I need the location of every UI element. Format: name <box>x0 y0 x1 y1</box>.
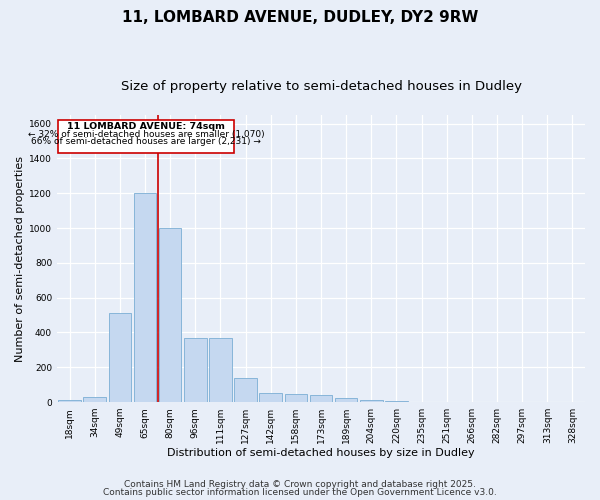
Text: 66% of semi-detached houses are larger (2,231) →: 66% of semi-detached houses are larger (… <box>31 136 261 145</box>
X-axis label: Distribution of semi-detached houses by size in Dudley: Distribution of semi-detached houses by … <box>167 448 475 458</box>
Text: 11, LOMBARD AVENUE, DUDLEY, DY2 9RW: 11, LOMBARD AVENUE, DUDLEY, DY2 9RW <box>122 10 478 25</box>
Bar <box>159 228 181 402</box>
Bar <box>310 395 332 402</box>
Bar <box>360 400 383 402</box>
Bar <box>284 394 307 402</box>
Bar <box>234 378 257 402</box>
Bar <box>134 194 157 402</box>
Bar <box>259 394 282 402</box>
Text: Contains HM Land Registry data © Crown copyright and database right 2025.: Contains HM Land Registry data © Crown c… <box>124 480 476 489</box>
Bar <box>335 398 358 402</box>
Text: Contains public sector information licensed under the Open Government Licence v3: Contains public sector information licen… <box>103 488 497 497</box>
Bar <box>58 400 81 402</box>
Bar <box>109 314 131 402</box>
Bar <box>83 397 106 402</box>
Title: Size of property relative to semi-detached houses in Dudley: Size of property relative to semi-detach… <box>121 80 521 93</box>
Bar <box>385 401 408 402</box>
Text: ← 32% of semi-detached houses are smaller (1,070): ← 32% of semi-detached houses are smalle… <box>28 130 265 139</box>
Text: 11 LOMBARD AVENUE: 74sqm: 11 LOMBARD AVENUE: 74sqm <box>67 122 225 131</box>
Bar <box>184 338 206 402</box>
Y-axis label: Number of semi-detached properties: Number of semi-detached properties <box>15 156 25 362</box>
Bar <box>209 338 232 402</box>
FancyBboxPatch shape <box>58 120 234 154</box>
